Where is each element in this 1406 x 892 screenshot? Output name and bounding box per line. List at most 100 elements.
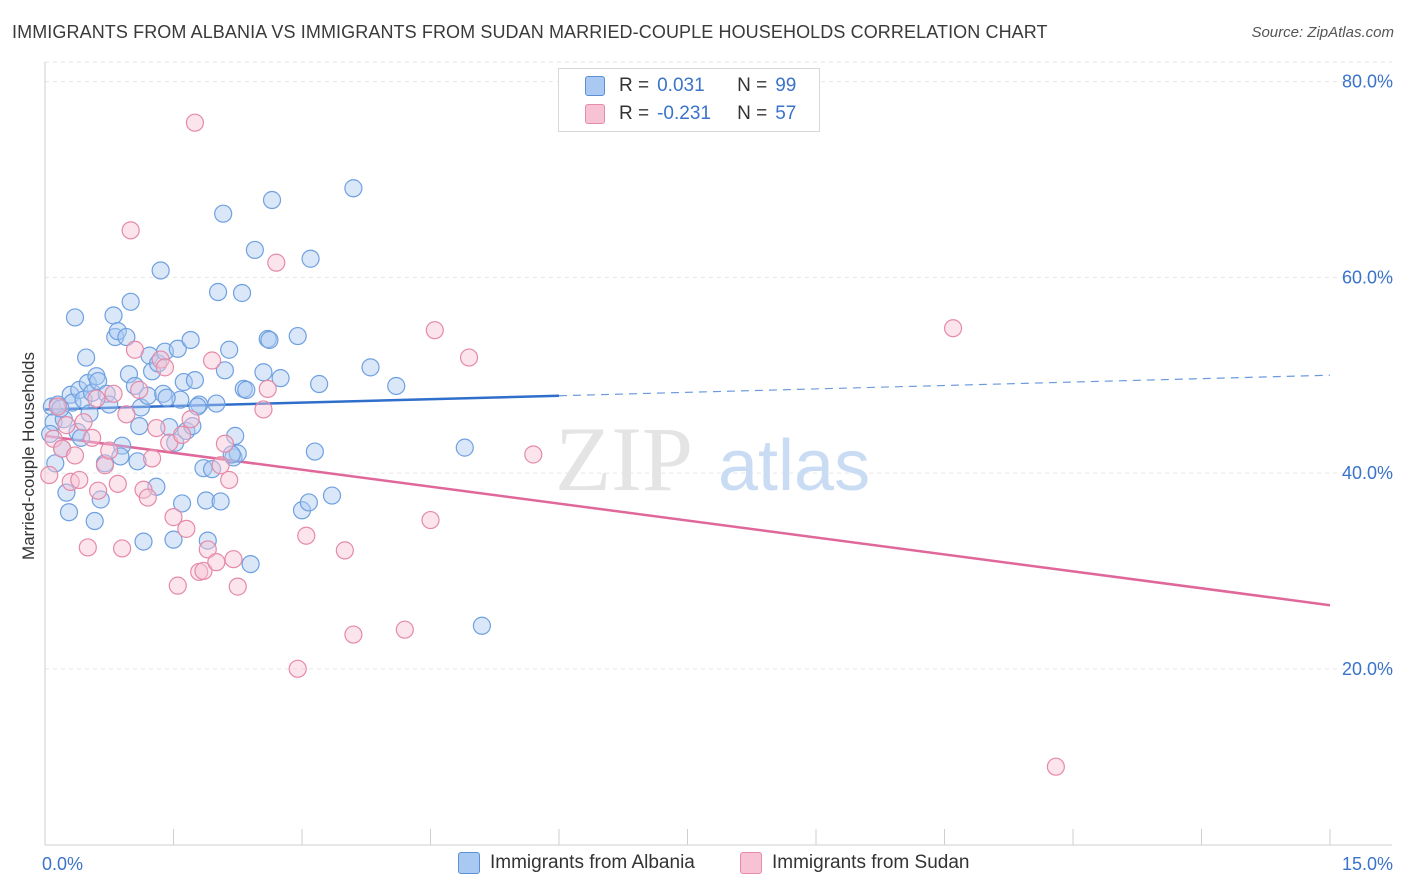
sudan-point: [220, 470, 239, 490]
albania-swatch: [585, 76, 605, 96]
sudan-point: [421, 510, 440, 530]
sudan-point: [228, 577, 247, 596]
n-value-albania: 99: [775, 75, 797, 96]
sudan-point: [943, 319, 963, 338]
albania-point: [361, 358, 380, 377]
sudan-legend-label: Immigrants from Sudan: [772, 852, 970, 873]
sudan-point: [89, 481, 108, 500]
albania-point: [51, 399, 70, 418]
sudan-point: [95, 456, 115, 475]
sudan-point: [65, 446, 85, 465]
sudan-point: [177, 519, 196, 538]
sudan-point: [70, 470, 89, 490]
albania-point: [181, 330, 200, 350]
tick-labels: 20.0% 40.0% 60.0% 80.0% 0.0% 15.0%: [42, 72, 1393, 874]
sudan-point: [1046, 757, 1065, 776]
sudan-point: [395, 620, 414, 639]
sudan-point: [130, 380, 149, 399]
gridlines: [45, 61, 1392, 670]
sudan-point: [121, 221, 140, 240]
bottom-legend-sudan: Immigrants from Sudan: [740, 852, 969, 874]
albania-point: [121, 292, 140, 311]
albania-point: [214, 204, 233, 223]
albania-point: [119, 365, 139, 384]
sudan-point: [524, 445, 543, 464]
albania-point: [237, 380, 256, 399]
sudan-point: [297, 526, 316, 545]
albania-point: [172, 494, 192, 513]
chart-title: IMMIGRANTS FROM ALBANIA VS IMMIGRANTS FR…: [12, 22, 1048, 42]
sudan-point: [78, 538, 97, 557]
albania-point: [254, 363, 273, 382]
n-label: N =: [737, 103, 768, 124]
sudan-point: [254, 400, 273, 419]
legend-row-sudan: R = -0.231 N = 57: [585, 101, 805, 127]
albania-point: [77, 348, 96, 367]
albania-point: [157, 388, 176, 407]
y-tick-label-80: 80.0%: [1342, 72, 1393, 92]
albania-point: [207, 394, 226, 413]
sudan-point: [172, 425, 192, 445]
sudan-point: [155, 358, 175, 377]
albania-point: [387, 376, 406, 396]
albania-point: [46, 454, 65, 473]
sudan-point: [215, 434, 234, 453]
albania-point: [111, 447, 130, 466]
watermark-zip: ZIP: [555, 408, 693, 510]
correlation-legend: R = 0.031 N = 99 R = -0.231 N = 57: [558, 68, 820, 132]
sudan-trend-line: [44, 434, 1331, 607]
albania-point: [211, 492, 230, 511]
albania-point: [472, 616, 491, 635]
axes: [44, 62, 1392, 846]
x-tick-label-max: 15.0%: [1342, 854, 1393, 874]
sudan-point: [344, 625, 363, 644]
sudan-point: [288, 659, 307, 678]
watermark: ZIP atlas: [555, 408, 870, 510]
r-value-sudan: -0.231: [657, 103, 711, 124]
albania-point: [241, 554, 260, 574]
albania-point: [208, 282, 228, 302]
sudan-point: [425, 321, 444, 340]
sudan-point: [224, 550, 243, 569]
albania-point: [168, 339, 187, 358]
sudan-point: [194, 561, 213, 581]
albania-point: [196, 491, 216, 510]
data-points: [40, 113, 1065, 776]
albania-point: [65, 308, 85, 327]
sudan-point: [57, 416, 76, 435]
sudan-point: [202, 351, 222, 370]
sudan-point: [87, 389, 106, 408]
albania-point: [41, 424, 60, 444]
r-label: R =: [619, 75, 650, 96]
x-tick-label-min: 0.0%: [42, 854, 83, 874]
sudan-point: [147, 418, 166, 438]
albania-point: [215, 361, 234, 380]
albania-point: [220, 340, 239, 359]
sudan-point: [207, 553, 226, 572]
n-value-sudan: 57: [775, 103, 797, 124]
r-value-albania: 0.031: [657, 75, 705, 96]
sudan-point: [83, 428, 102, 447]
albania-point: [59, 503, 79, 522]
y-tick-label-40: 40.0%: [1342, 463, 1393, 483]
albania-point: [57, 483, 76, 502]
albania-point: [232, 283, 252, 303]
legend-row-albania: R = 0.031 N = 99: [585, 73, 805, 99]
albania-point: [344, 179, 363, 198]
sudan-point: [142, 449, 162, 468]
albania-point: [97, 384, 116, 403]
albania-point: [174, 372, 193, 392]
albania-point: [171, 390, 190, 409]
albania-legend-label: Immigrants from Albania: [490, 852, 695, 873]
sudan-point: [267, 253, 286, 272]
albania-point: [104, 306, 123, 325]
albania-point: [128, 452, 147, 471]
albania-point: [260, 330, 279, 350]
sudan-swatch: [585, 104, 605, 124]
sudan-point: [168, 576, 187, 595]
albania-legend-swatch: [458, 852, 480, 874]
sudan-point: [198, 540, 217, 559]
sudan-point: [100, 441, 119, 460]
sudan-point: [112, 539, 132, 558]
